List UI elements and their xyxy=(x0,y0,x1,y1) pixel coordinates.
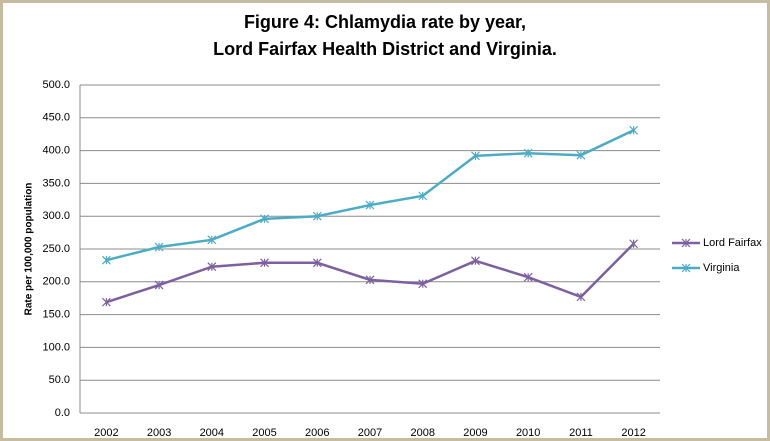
y-tick-label: 300.0 xyxy=(42,210,70,222)
y-tick-label: 0.0 xyxy=(55,407,70,419)
point-marker xyxy=(101,255,111,265)
point-marker xyxy=(576,292,586,302)
chart-title: Figure 4: Chlamydia rate by year, xyxy=(244,12,526,32)
x-tick-label: 2005 xyxy=(252,427,276,439)
legend-label: Virginia xyxy=(703,262,740,274)
point-marker xyxy=(523,272,533,282)
point-marker xyxy=(418,279,428,289)
point-marker xyxy=(471,256,480,266)
point-marker xyxy=(154,280,164,290)
point-marker xyxy=(312,258,322,268)
y-tick-label: 350.0 xyxy=(42,177,70,189)
point-marker xyxy=(101,297,111,307)
x-tick-label: 2010 xyxy=(516,427,540,439)
y-tick-label: 500.0 xyxy=(42,79,70,91)
point-marker xyxy=(523,148,533,158)
x-tick-label: 2006 xyxy=(305,427,329,439)
point-marker xyxy=(418,191,428,201)
x-tick-label: 2009 xyxy=(463,427,487,439)
point-marker xyxy=(154,242,164,252)
point-marker xyxy=(260,258,269,268)
y-tick-label: 400.0 xyxy=(42,145,70,157)
point-marker xyxy=(365,275,375,285)
point-marker xyxy=(629,125,639,135)
legend-label: Lord Fairfax xyxy=(703,237,762,249)
point-marker xyxy=(207,235,217,245)
point-marker xyxy=(471,151,480,161)
y-tick-label: 150.0 xyxy=(42,309,70,321)
legend-marker xyxy=(681,238,691,248)
x-tick-label: 2011 xyxy=(569,427,593,439)
x-tick-label: 2004 xyxy=(200,427,224,439)
point-marker xyxy=(576,150,586,160)
point-marker xyxy=(629,239,639,249)
point-marker xyxy=(260,214,269,224)
y-tick-label: 200.0 xyxy=(42,276,70,288)
y-axis-label: Rate per 100,000 population xyxy=(24,183,35,316)
x-tick-label: 2003 xyxy=(147,427,171,439)
legend-marker xyxy=(681,263,691,273)
y-tick-label: 100.0 xyxy=(42,341,70,353)
y-tick-label: 450.0 xyxy=(42,112,70,124)
point-marker xyxy=(312,211,322,221)
x-tick-label: 2007 xyxy=(358,427,382,439)
y-tick-label: 250.0 xyxy=(42,243,70,255)
chart-title: Lord Fairfax Health District and Virgini… xyxy=(213,39,557,59)
x-tick-label: 2008 xyxy=(410,427,434,439)
point-marker xyxy=(365,200,375,210)
x-tick-label: 2012 xyxy=(621,427,645,439)
y-tick-label: 50.0 xyxy=(49,374,70,386)
point-marker xyxy=(207,262,217,272)
x-tick-label: 2002 xyxy=(94,427,118,439)
